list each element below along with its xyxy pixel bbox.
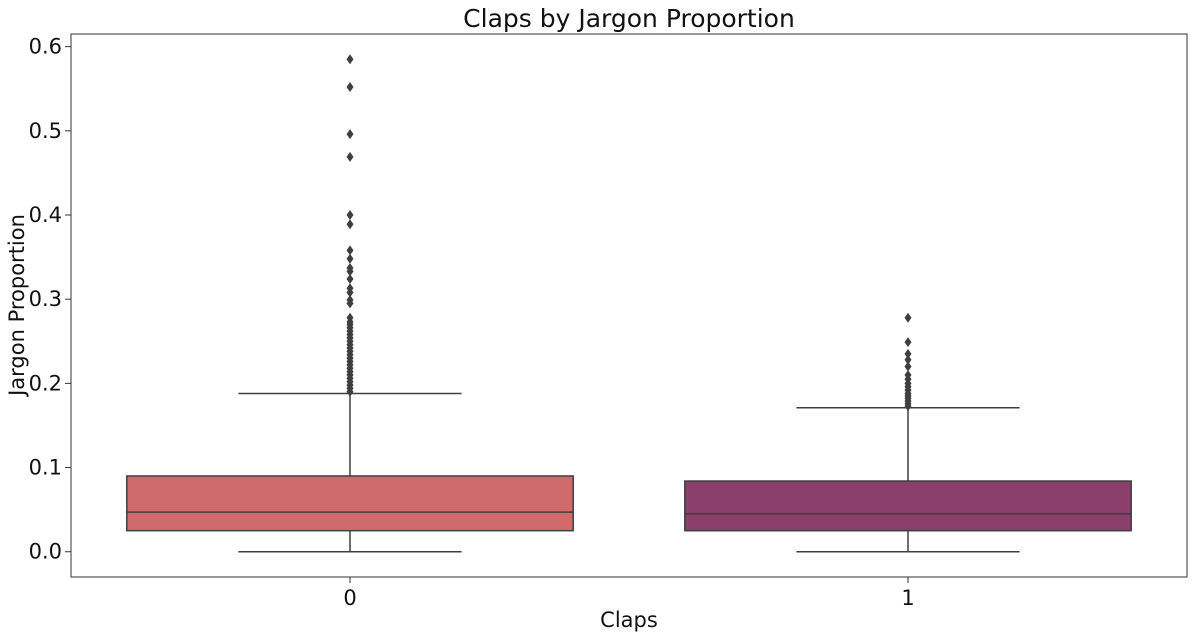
outlier-point [346,386,354,397]
x-tick-label: 0 [343,586,356,610]
y-tick-label: 0.1 [29,456,62,480]
box-group-1 [684,312,1132,553]
outlier-point [346,245,354,256]
y-axis-label: Jargon Proportion [5,214,29,398]
outlier-point [346,298,354,309]
outlier-point [346,266,354,277]
y-tick-label: 0.4 [29,203,62,227]
x-axis-label: Claps [600,608,658,632]
outlier-point [346,129,354,140]
y-tick-label: 0.2 [29,371,62,395]
y-axis: 0.0 0.1 0.2 0.3 0.4 0.5 0.6 [29,35,71,564]
outlier-point [904,348,912,359]
iqr-box [684,480,1132,532]
outlier-point [346,273,354,284]
box-group-0 [126,54,574,553]
y-tick-label: 0.0 [29,540,62,564]
outlier-point [904,337,912,348]
outlier-point [346,219,354,230]
y-tick-label: 0.5 [29,119,62,143]
outlier-point [346,54,354,65]
outlier-point [346,253,354,264]
chart-title: Claps by Jargon Proportion [463,4,795,33]
outlier-point [904,361,912,372]
outlier-point [346,82,354,93]
x-tick-label: 1 [901,586,914,610]
iqr-box [126,475,574,532]
y-tick-label: 0.6 [29,35,62,59]
box-plots [126,54,1132,553]
outlier-point [346,210,354,220]
outlier-point [904,354,912,365]
plot-frame [70,33,1188,578]
outlier-point [904,312,912,323]
outlier-point [346,151,354,162]
outlier-point [904,401,912,412]
y-tick-label: 0.3 [29,287,62,311]
outlier-point [346,287,354,298]
